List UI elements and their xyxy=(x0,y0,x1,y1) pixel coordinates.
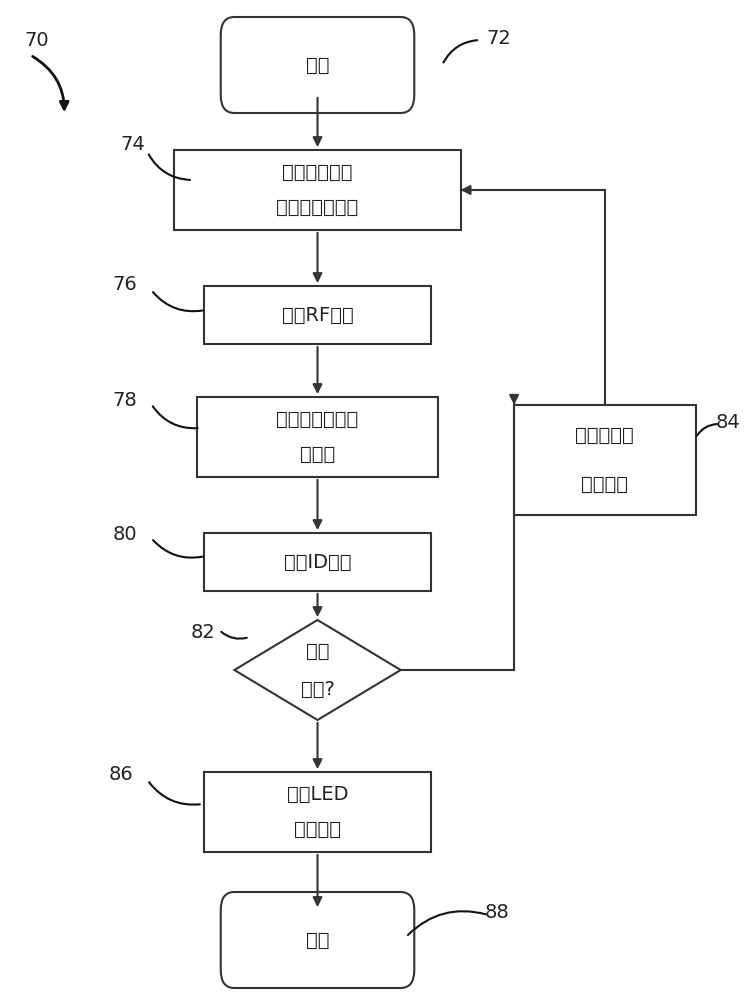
Text: 发送RF信号: 发送RF信号 xyxy=(282,306,353,324)
Text: 86: 86 xyxy=(109,766,133,784)
Text: 应答器: 应答器 xyxy=(300,445,335,464)
Bar xyxy=(204,533,431,591)
Polygon shape xyxy=(234,620,401,720)
Text: 72: 72 xyxy=(487,28,511,47)
Bar xyxy=(204,772,431,852)
Text: 80: 80 xyxy=(113,526,137,544)
Text: 相邻地移动插头: 相邻地移动插头 xyxy=(277,198,358,217)
Text: 70: 70 xyxy=(24,30,48,49)
Text: 结束: 结束 xyxy=(305,930,330,950)
Text: 开始: 开始 xyxy=(305,55,330,75)
Text: 激活指示器: 激活指示器 xyxy=(575,426,634,445)
FancyBboxPatch shape xyxy=(221,17,414,113)
Text: 代码: 代码 xyxy=(305,642,330,660)
Text: 78: 78 xyxy=(113,390,137,410)
Bar xyxy=(514,405,696,515)
Text: 与计算机端口: 与计算机端口 xyxy=(282,163,353,182)
Text: 激活无源发射机: 激活无源发射机 xyxy=(277,410,358,429)
Text: 82: 82 xyxy=(191,622,215,642)
Text: 76: 76 xyxy=(113,275,137,294)
Text: （否定）: （否定） xyxy=(581,475,628,494)
Text: 激活LED: 激活LED xyxy=(287,785,349,804)
Text: （匹配）: （匹配） xyxy=(294,820,341,839)
Text: 匹配?: 匹配? xyxy=(301,680,334,698)
Bar xyxy=(204,286,431,344)
Bar xyxy=(174,150,461,230)
Text: 发送ID信号: 发送ID信号 xyxy=(284,552,352,572)
Text: 84: 84 xyxy=(716,412,740,432)
Bar xyxy=(197,397,438,477)
Text: 88: 88 xyxy=(485,902,510,922)
Text: 74: 74 xyxy=(120,135,144,154)
FancyBboxPatch shape xyxy=(221,892,414,988)
